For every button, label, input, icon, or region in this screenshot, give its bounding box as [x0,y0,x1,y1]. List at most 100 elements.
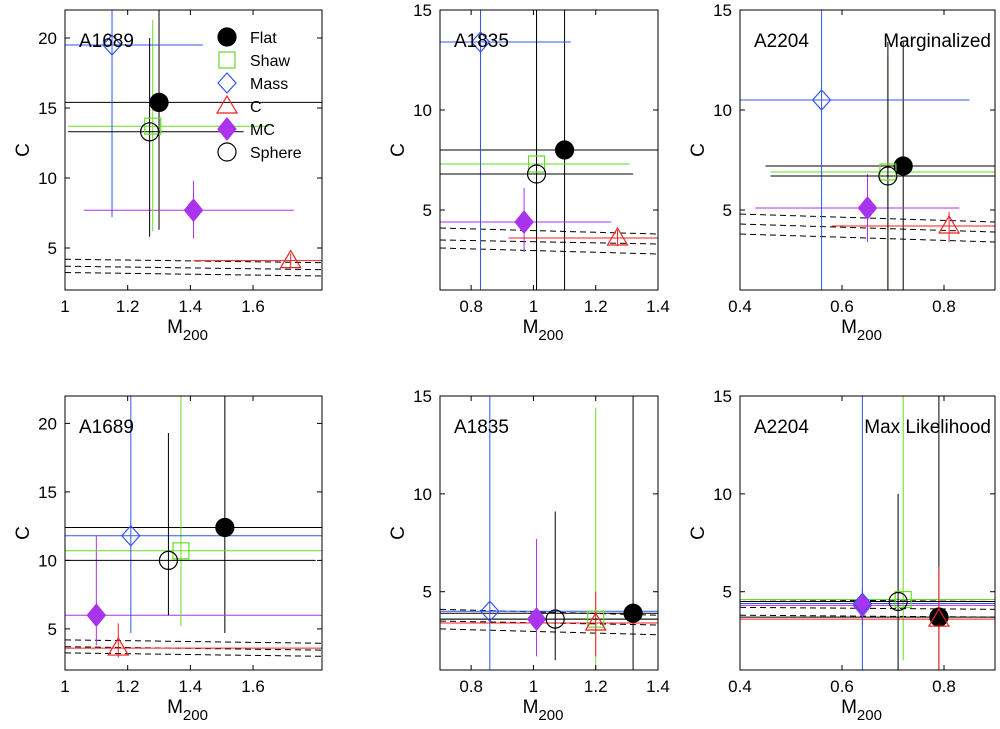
plot-area [440,10,658,290]
y-tick-label: 20 [38,414,57,433]
plot-area [740,10,995,290]
x-tick-label: 1.4 [646,677,670,696]
dashed-line-1 [65,258,322,264]
y-tick-label: 5 [423,201,432,220]
y-tick-label: 15 [413,387,432,406]
x-axis-label-main: M [167,697,183,718]
dashed-line-1 [440,227,658,235]
mass-marker [852,592,873,615]
dashed-line-3 [440,247,658,255]
mc-marker [514,210,534,234]
cluster-name: A1835 [454,31,509,52]
mass-marker [121,524,141,547]
sphere-marker [158,550,179,571]
dashed-line-3 [740,233,995,243]
x-tick-label: 1.2 [584,677,608,696]
dashed-line-1 [440,608,658,616]
x-tick-label: 1.6 [241,677,265,696]
mass-marker [470,31,491,53]
y-axis-label: C [388,143,409,157]
mass-marker [811,89,832,111]
shaw-marker [527,155,546,173]
panel-label: Marginalized [883,31,991,52]
x-tick-label: 1 [529,677,538,696]
legend-label-flat: Flat [250,30,277,47]
legend-label-mc: MC [250,122,275,139]
y-tick-label: 10 [413,101,432,120]
axes-frame [439,9,659,291]
legend-label-c: C [250,99,262,116]
dashed-line-3 [65,652,322,657]
x-axis-label-main: M [167,317,183,338]
x-tick-label: 0.6 [830,297,854,316]
mc-marker [857,196,878,220]
x-axis-label-subscript: 200 [183,707,208,724]
x-tick-label: 0.8 [459,677,483,696]
x-tick-label: 0.4 [728,677,752,696]
y-axis-label: C [688,526,709,540]
x-tick-label: 0.8 [932,677,956,696]
axes-frame [439,395,659,671]
x-tick-label: 0.4 [728,297,752,316]
mc-marker [526,607,547,632]
x-tick-label: 1.4 [179,677,203,696]
y-tick-label: 10 [713,485,732,504]
y-tick-label: 15 [38,483,57,502]
mass-marker [102,34,122,56]
x-tick-label: 1.2 [116,297,140,316]
x-axis-label-subscript: 200 [183,327,208,344]
cluster-name: A2204 [754,417,809,438]
dashed-line-2 [740,223,995,233]
y-tick-label: 20 [38,29,57,48]
y-tick-label: 5 [48,620,57,639]
x-axis-label-main: M [523,317,539,338]
x-axis-label: M200 [841,697,882,724]
y-tick-label: 5 [423,583,432,602]
x-tick-label: 1 [60,297,69,316]
y-tick-label: 5 [723,583,732,602]
cluster-name: A1835 [454,417,509,438]
axes-frame [739,395,996,671]
x-axis-label-subscript: 200 [857,707,882,724]
plot-area [65,10,322,277]
x-tick-label: 0.8 [932,297,956,316]
flat-marker [215,517,235,538]
legend-marker-mass [217,72,237,94]
y-axis-label: C [388,526,409,540]
y-tick-label: 5 [723,201,732,220]
legend-marker-shaw [218,51,236,69]
flat-marker [554,140,575,160]
y-tick-label: 15 [413,1,432,20]
flat-marker [623,603,643,623]
x-tick-label: 0.6 [830,677,854,696]
x-axis-label-subscript: 200 [538,327,563,344]
panel-6-a2204: 0.4 0.6 0.8 5 10 15 M200 C A2204 Max Likelihood [688,387,996,724]
dashed-line-2 [440,620,658,626]
panel-3-a2204: 0.4 0.6 0.8 5 10 15 M200 C A2204 Marginalized [688,1,996,344]
y-tick-label: 15 [38,99,57,118]
sphere-marker [526,164,547,184]
flat-marker [893,156,913,176]
panel-label: Max Likelihood [864,417,991,438]
dashed-line-3 [65,272,322,277]
x-tick-label: 1 [60,677,69,696]
shaw-marker [587,610,605,628]
flat-marker [149,92,169,113]
x-tick-label: 1.2 [584,297,608,316]
cluster-name: A2204 [754,31,809,52]
cluster-name: A1689 [79,31,134,52]
sphere-marker [888,591,908,612]
x-axis-label-main: M [523,697,539,718]
dashed-line-2 [440,239,658,245]
dashed-line-2 [65,265,322,271]
x-tick-label: 1 [529,297,538,316]
legend-marker-flat [217,27,237,47]
cluster-name: A1689 [79,417,134,438]
shaw-marker [172,542,190,560]
c-marker [927,607,950,627]
x-tick-label: 1.2 [116,677,140,696]
y-tick-label: 15 [713,387,732,406]
shaw-marker [144,117,162,135]
x-axis-label: M200 [523,697,564,724]
